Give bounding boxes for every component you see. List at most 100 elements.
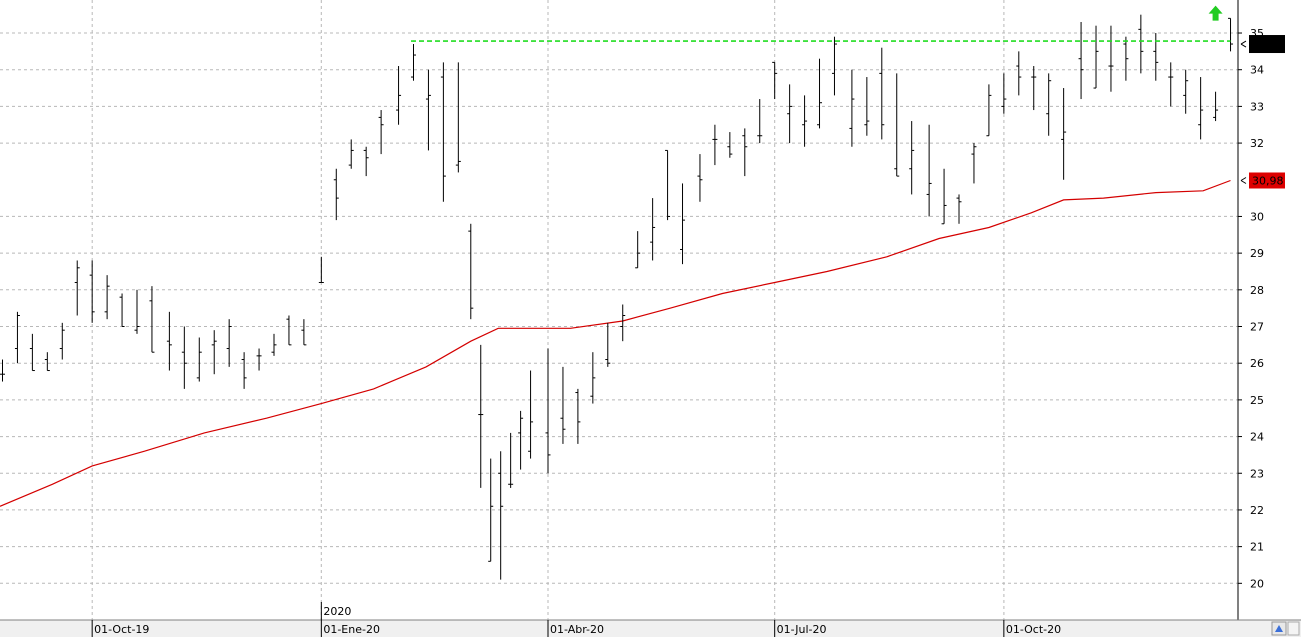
price-bar — [1123, 36, 1129, 81]
price-bar — [605, 322, 611, 367]
price-bar — [271, 333, 277, 356]
price-bar — [727, 132, 733, 158]
price-bar — [1228, 17, 1234, 52]
price-bar — [772, 61, 778, 100]
y-tick-label: 26 — [1250, 357, 1264, 370]
last-value-labels: 30,98 — [1240, 35, 1285, 189]
price-bar — [1078, 22, 1084, 100]
price-bar — [196, 337, 202, 382]
price-bar — [1001, 73, 1007, 114]
price-bar — [518, 410, 524, 470]
price-bar — [894, 73, 900, 177]
price-bar — [44, 352, 50, 372]
y-tick-label: 21 — [1250, 541, 1264, 554]
price-bar — [241, 352, 247, 389]
price-bar — [378, 110, 384, 155]
price-bar — [508, 432, 514, 488]
price-bar — [425, 69, 431, 151]
price-bar — [498, 451, 504, 580]
price-bar — [817, 58, 823, 129]
price-bar — [14, 311, 20, 364]
y-tick-label: 32 — [1250, 137, 1264, 150]
price-bar — [742, 128, 748, 177]
y-tick-label: 34 — [1250, 64, 1264, 77]
price-bar — [1093, 25, 1099, 89]
price-bar — [650, 198, 656, 261]
price-bar — [410, 44, 416, 81]
price-bar — [104, 275, 110, 320]
price-bar — [831, 36, 837, 96]
price-bar — [440, 62, 446, 202]
y-tick-label: 22 — [1250, 504, 1264, 517]
price-bar — [59, 322, 65, 360]
x-tick-label: 01-Jul-20 — [777, 623, 827, 636]
price-bar — [134, 289, 140, 334]
price-bar — [363, 146, 369, 177]
price-bar — [1198, 77, 1204, 140]
price-bar — [211, 330, 217, 375]
price-bar — [590, 352, 596, 404]
last-price-pointer — [1240, 40, 1247, 48]
price-bar — [849, 69, 855, 147]
y-tick-label: 25 — [1250, 394, 1264, 407]
y-tick-label: 30 — [1250, 210, 1264, 223]
price-bar — [712, 124, 718, 166]
right-axis-panel — [1238, 0, 1301, 620]
price-bar — [787, 84, 793, 144]
price-bar — [333, 168, 339, 221]
y-tick-label: 20 — [1250, 577, 1264, 590]
price-bar — [620, 304, 626, 342]
price-bar — [909, 121, 915, 195]
price-bars-group — [0, 14, 1234, 580]
price-bar — [226, 319, 232, 367]
price-bar — [1213, 91, 1219, 122]
ma-last-label-box — [1249, 172, 1285, 189]
x-tick-label: 01-Oct-19 — [94, 623, 149, 636]
price-bar — [301, 319, 307, 346]
price-bar — [545, 348, 551, 474]
y-tick-label: 29 — [1250, 247, 1264, 260]
y-tick-label: 23 — [1250, 467, 1264, 480]
price-bar — [256, 348, 262, 371]
price-bar — [29, 333, 35, 372]
price-bar — [455, 62, 461, 173]
x-axis-panel — [0, 620, 1301, 637]
price-bar — [74, 260, 80, 316]
x-tick-label: 01-Oct-20 — [1006, 623, 1061, 636]
price-bar — [528, 370, 534, 459]
price-bar — [1031, 66, 1037, 111]
price-bar — [478, 344, 484, 488]
price-bar — [348, 139, 354, 169]
price-bar — [986, 84, 992, 137]
corner-icon[interactable] — [1271, 621, 1300, 636]
price-bar — [879, 47, 885, 140]
price-bar — [560, 366, 566, 444]
price-bar — [864, 77, 870, 136]
price-bar — [635, 231, 641, 269]
plot-background — [0, 0, 1238, 620]
price-bar — [1046, 73, 1052, 136]
ma-last-pointer — [1240, 177, 1247, 184]
year-marker-label: 2020 — [323, 605, 351, 618]
price-bar — [488, 458, 494, 562]
price-bar — [119, 293, 125, 328]
last-price-label — [1249, 35, 1285, 54]
price-bar — [166, 311, 172, 371]
price-bar — [697, 154, 703, 202]
price-bar — [971, 143, 977, 184]
price-bar — [286, 315, 292, 346]
price-bar — [665, 149, 671, 221]
price-bar — [956, 194, 962, 224]
price-bar — [1061, 88, 1067, 180]
price-bar — [757, 99, 763, 144]
price-bar — [926, 124, 932, 217]
price-bar — [575, 388, 581, 444]
price-bar — [941, 168, 947, 225]
x-axis-ticks: 01-Oct-19 01-Ene-20 01-Abr-20 01-Jul-20 01-O… — [91, 602, 1061, 637]
price-bar — [468, 223, 474, 320]
price-bar — [802, 95, 808, 147]
price-bar — [0, 359, 5, 382]
ma-last-value: 30,98 — [1252, 174, 1284, 187]
